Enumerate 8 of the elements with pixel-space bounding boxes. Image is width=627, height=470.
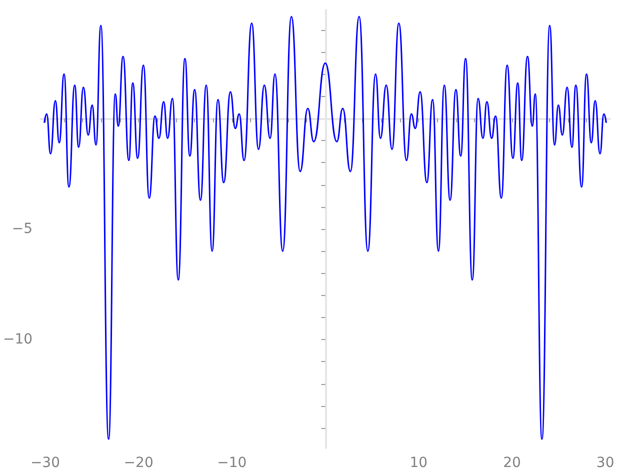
x-tick-label: 30 xyxy=(596,455,614,470)
x-tick-label: −30 xyxy=(30,455,60,470)
x-tick-label: 20 xyxy=(503,455,521,470)
y-tick-label: −5 xyxy=(12,221,33,237)
x-tick-label: 10 xyxy=(410,455,428,470)
x-tick-label: −20 xyxy=(124,455,154,470)
line-series xyxy=(44,16,608,440)
x-tick-label: −10 xyxy=(217,455,247,470)
